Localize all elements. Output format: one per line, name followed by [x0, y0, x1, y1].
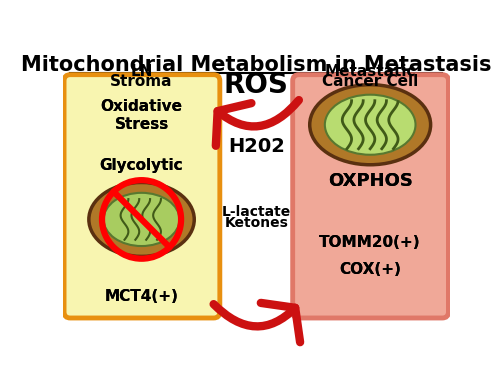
FancyBboxPatch shape: [292, 75, 448, 318]
Text: Metastatic: Metastatic: [324, 64, 416, 78]
FancyBboxPatch shape: [64, 75, 220, 318]
Text: Oxidative
Stress: Oxidative Stress: [100, 99, 182, 132]
Text: Glycolytic: Glycolytic: [100, 158, 184, 173]
Text: OXPHOS: OXPHOS: [328, 172, 412, 190]
Text: TOMM20(+): TOMM20(+): [320, 235, 421, 250]
Text: Mitochondrial Metabolism in Metastasis: Mitochondrial Metabolism in Metastasis: [21, 55, 492, 76]
Text: TOMM20(+): TOMM20(+): [320, 235, 421, 250]
Ellipse shape: [89, 183, 194, 256]
Text: Ketones: Ketones: [224, 216, 288, 230]
Text: MCT4(+): MCT4(+): [104, 289, 178, 304]
Text: ROS: ROS: [224, 71, 288, 99]
Text: Cancer Cell: Cancer Cell: [322, 74, 418, 89]
Ellipse shape: [310, 85, 430, 165]
Text: Stroma: Stroma: [110, 74, 173, 89]
Text: COX(+): COX(+): [339, 262, 401, 277]
Text: Oxidative
Stress: Oxidative Stress: [100, 99, 182, 132]
Text: Glycolytic: Glycolytic: [100, 158, 184, 173]
Text: OXPHOS: OXPHOS: [328, 172, 412, 190]
Text: H202: H202: [228, 137, 284, 156]
Ellipse shape: [104, 193, 180, 246]
Text: COX(+): COX(+): [339, 262, 401, 277]
Text: MCT4(+): MCT4(+): [104, 289, 178, 304]
Text: L-lactate: L-lactate: [222, 205, 291, 219]
Text: LN: LN: [130, 64, 152, 78]
Ellipse shape: [325, 95, 416, 155]
